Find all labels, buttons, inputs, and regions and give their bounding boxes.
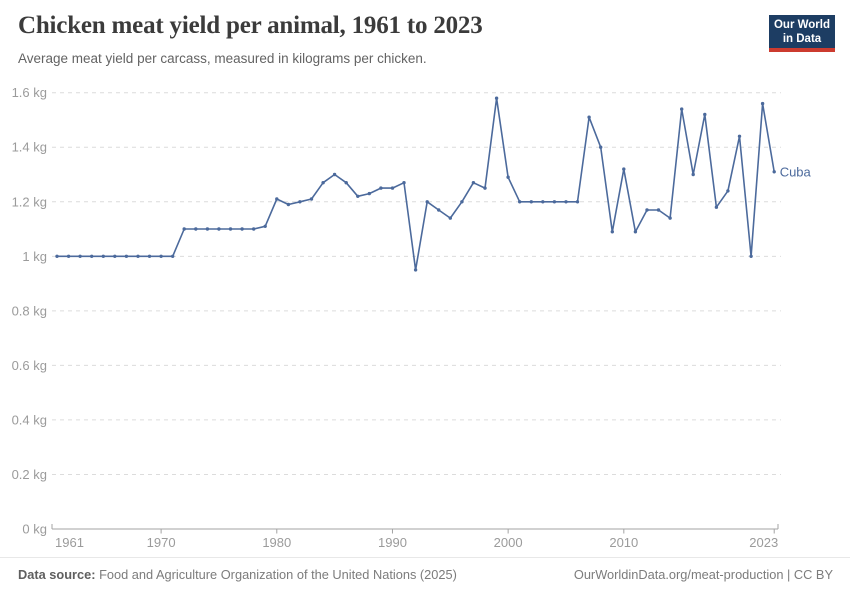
data-point-1964 bbox=[90, 254, 94, 258]
chart-subtitle: Average meat yield per carcass, measured… bbox=[18, 51, 427, 66]
y-tick-label: 0.8 kg bbox=[12, 303, 47, 318]
data-point-1962 bbox=[66, 254, 71, 258]
data-point-2008 bbox=[599, 145, 603, 149]
data-point-1983 bbox=[309, 197, 314, 201]
data-point-1974 bbox=[205, 227, 210, 231]
data-point-1973 bbox=[194, 227, 198, 231]
data-point-1976 bbox=[228, 227, 233, 231]
data-point-1988 bbox=[367, 191, 371, 196]
data-point-1991 bbox=[402, 181, 406, 185]
data-point-1975 bbox=[217, 227, 221, 231]
data-point-1971 bbox=[171, 254, 175, 258]
data-point-1969 bbox=[147, 254, 152, 258]
data-point-2012 bbox=[645, 208, 649, 212]
data-point-1978 bbox=[252, 227, 256, 231]
data-point-1967 bbox=[124, 254, 129, 258]
x-tick-label: 2023 bbox=[749, 535, 778, 550]
data-point-2019 bbox=[726, 189, 730, 193]
x-tick-label: 2010 bbox=[609, 535, 638, 550]
logo-line1: Our World bbox=[773, 19, 830, 31]
data-point-1998 bbox=[483, 186, 487, 190]
data-point-1980 bbox=[275, 197, 279, 201]
footer-divider bbox=[0, 557, 850, 558]
data-point-1966 bbox=[113, 254, 117, 258]
x-tick-label: 1990 bbox=[378, 535, 407, 550]
y-tick-label: 1.2 kg bbox=[12, 194, 47, 209]
data-point-1994 bbox=[437, 208, 441, 212]
data-point-2001 bbox=[518, 200, 522, 204]
y-tick-label: 1.4 kg bbox=[12, 140, 47, 155]
data-point-2021 bbox=[749, 254, 753, 258]
data-point-1963 bbox=[78, 254, 82, 258]
data-point-1999 bbox=[494, 96, 499, 100]
data-point-1993 bbox=[425, 200, 429, 204]
logo-line2: in Data bbox=[782, 33, 822, 45]
y-tick-label: 1 kg bbox=[22, 249, 47, 264]
data-point-1979 bbox=[263, 224, 267, 228]
data-point-1989 bbox=[379, 186, 383, 190]
data-source: Data source: Food and Agriculture Organi… bbox=[18, 567, 457, 582]
data-point-2015 bbox=[680, 107, 684, 111]
data-point-2018 bbox=[714, 205, 719, 209]
data-point-1982 bbox=[298, 200, 302, 204]
owid-logo[interactable]: Our World in Data bbox=[769, 15, 835, 52]
data-point-2022 bbox=[760, 101, 765, 106]
x-tick-label: 1970 bbox=[147, 535, 176, 550]
data-source-label: Data source: bbox=[18, 567, 96, 582]
series-end-label: Cuba bbox=[780, 164, 812, 179]
data-point-2002 bbox=[529, 200, 533, 204]
data-point-2016 bbox=[691, 172, 695, 177]
chart-title: Chicken meat yield per animal, 1961 to 2… bbox=[18, 12, 483, 39]
data-point-1984 bbox=[321, 181, 325, 185]
data-point-1965 bbox=[101, 254, 106, 258]
data-point-1972 bbox=[182, 227, 186, 231]
data-point-2020 bbox=[737, 134, 742, 138]
series-line-cuba bbox=[56, 97, 775, 271]
data-point-1981 bbox=[286, 202, 291, 207]
data-point-1985 bbox=[332, 172, 337, 177]
data-point-1977 bbox=[240, 227, 244, 231]
data-point-1990 bbox=[390, 186, 395, 190]
y-tick-label: 0 kg bbox=[22, 522, 47, 537]
data-point-2023 bbox=[772, 170, 776, 174]
data-point-2004 bbox=[552, 200, 557, 204]
data-point-1987 bbox=[356, 194, 360, 198]
x-tick-label: 1961 bbox=[55, 535, 84, 550]
y-tick-label: 0.4 kg bbox=[12, 412, 47, 427]
x-tick-label: 1980 bbox=[262, 535, 291, 550]
y-tick-label: 0.2 kg bbox=[12, 467, 47, 482]
data-point-1996 bbox=[460, 200, 464, 204]
data-point-1995 bbox=[448, 216, 452, 220]
data-point-2009 bbox=[610, 230, 614, 234]
data-point-1961 bbox=[55, 254, 59, 258]
data-point-2000 bbox=[506, 175, 510, 179]
data-point-2011 bbox=[633, 230, 638, 234]
data-point-2006 bbox=[575, 200, 580, 204]
data-point-2013 bbox=[656, 208, 661, 212]
data-point-2010 bbox=[622, 167, 626, 171]
data-point-2005 bbox=[564, 200, 568, 204]
data-point-2014 bbox=[668, 216, 672, 220]
x-tick-label: 2000 bbox=[494, 535, 523, 550]
data-source-text: Food and Agriculture Organization of the… bbox=[95, 567, 457, 582]
data-point-1968 bbox=[136, 254, 140, 258]
y-tick-label: 0.6 kg bbox=[12, 358, 47, 373]
data-point-1997 bbox=[471, 181, 476, 185]
data-point-2007 bbox=[587, 115, 591, 119]
data-point-1986 bbox=[344, 181, 348, 185]
data-point-2003 bbox=[541, 200, 545, 204]
footer-citation-link[interactable]: OurWorldinData.org/meat-production | CC … bbox=[573, 567, 833, 582]
data-point-2017 bbox=[703, 112, 707, 117]
data-point-1992 bbox=[413, 268, 418, 272]
chart-footer: Data source: Food and Agriculture Organi… bbox=[18, 567, 833, 582]
y-tick-label: 1.6 kg bbox=[12, 85, 47, 100]
data-point-1970 bbox=[159, 254, 163, 258]
